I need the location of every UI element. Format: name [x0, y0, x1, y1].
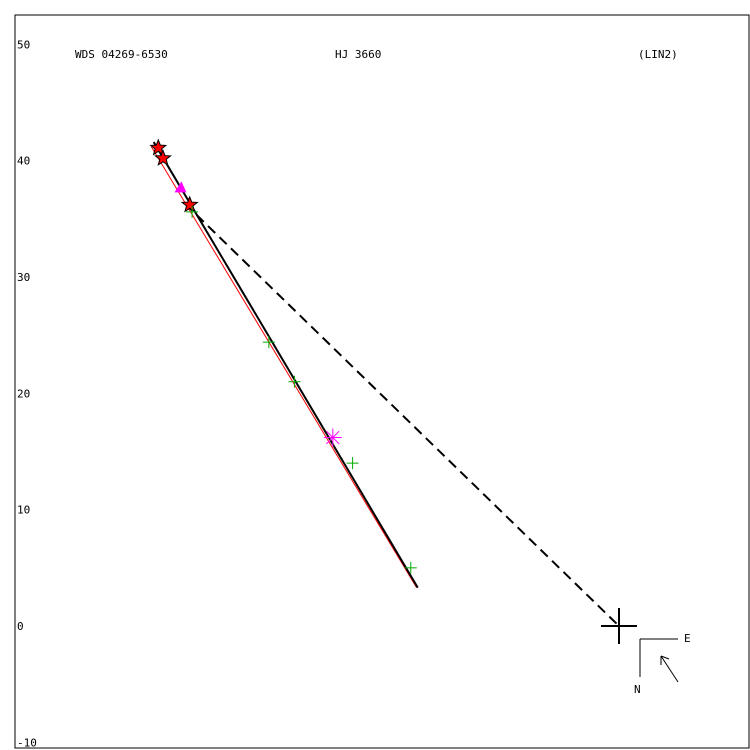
y-tick-labels: 50 40 30 20 10 0 -10: [17, 38, 37, 749]
orbit-lines: [150, 141, 637, 644]
y-tick-label: 40: [17, 155, 30, 168]
primary-star-cross: [601, 608, 637, 644]
motion-arrow-icon: [660, 655, 679, 683]
catalog-tag-label: (LIN2): [638, 48, 678, 61]
plus-point: [404, 561, 417, 574]
y-tick-label: 20: [17, 387, 30, 400]
asterisk-point: [323, 428, 342, 447]
y-tick-label: 50: [17, 38, 30, 51]
reference-line: [150, 146, 418, 588]
y-tick-label: 0: [17, 620, 24, 633]
star-name-label: HJ 3660: [335, 48, 381, 61]
plus-point: [186, 205, 199, 218]
projection-line: [184, 203, 620, 627]
plus-point: [262, 336, 275, 349]
y-tick-label: 10: [17, 504, 30, 517]
star-point: [149, 138, 168, 156]
plus-point: [346, 457, 359, 470]
star-point: [180, 195, 199, 213]
data-points: [149, 138, 417, 574]
wds-label: WDS 04269-6530: [75, 48, 168, 61]
asterisk-ray: [326, 430, 340, 445]
y-tick-label: 30: [17, 271, 30, 284]
plot-frame: [14, 14, 750, 749]
compass-east-label: E: [684, 632, 691, 645]
compass-north-label: N: [634, 683, 641, 696]
plus-point: [288, 375, 301, 388]
y-tick-label: -10: [17, 736, 37, 749]
triangle-point: [174, 181, 187, 193]
star-point: [154, 149, 172, 166]
compass: E N: [634, 632, 691, 696]
